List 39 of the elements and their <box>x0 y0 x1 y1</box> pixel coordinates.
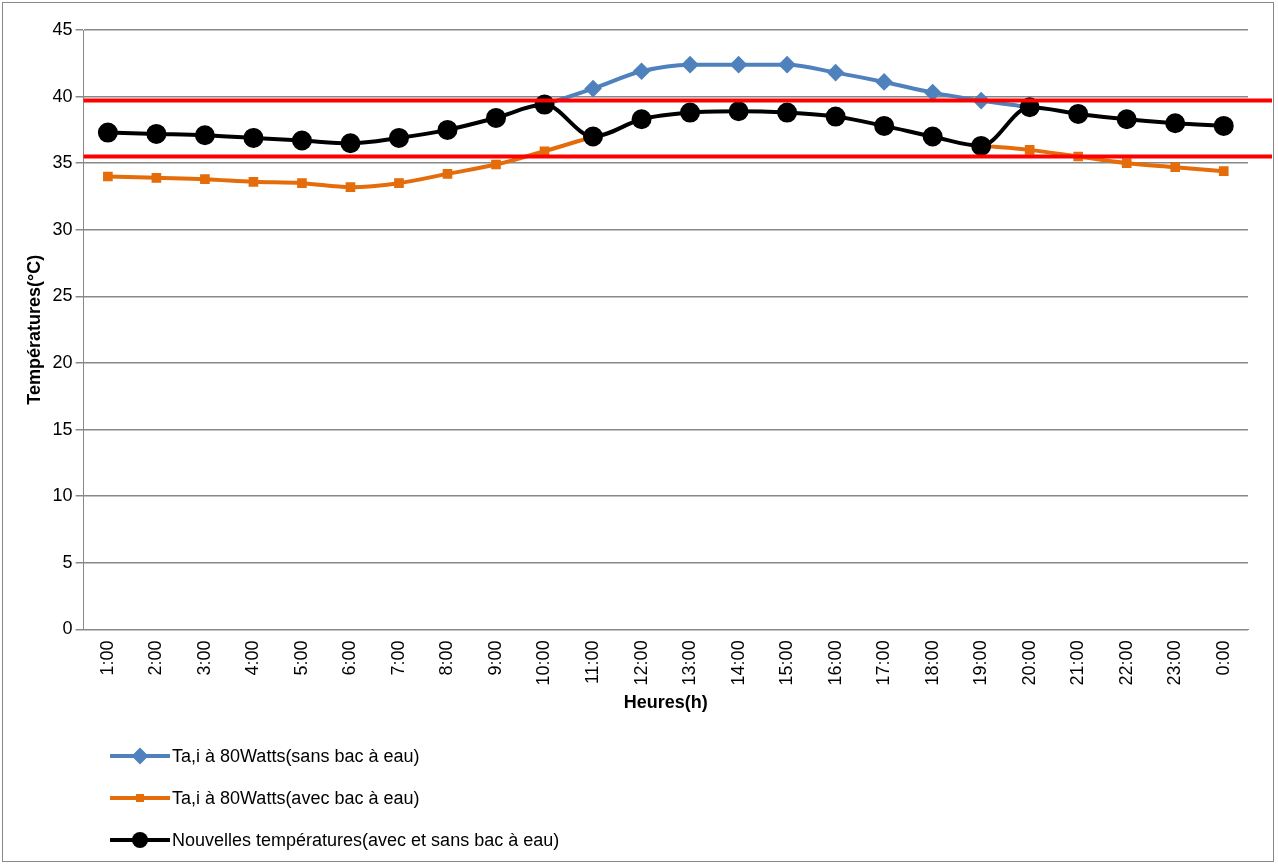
x-tick-label: 14:00 <box>727 640 748 686</box>
x-tick-label: 5:00 <box>290 640 311 676</box>
x-tick-label: 0:00 <box>1212 640 1233 676</box>
x-tick-label: 17:00 <box>873 640 894 686</box>
x-tick-label: 20:00 <box>1018 640 1039 686</box>
y-tick-label: 0 <box>62 618 73 639</box>
x-tick-label: 16:00 <box>824 640 845 686</box>
x-tick-label: 23:00 <box>1164 640 1185 686</box>
y-tick-label: 30 <box>52 218 73 239</box>
x-tick-label: 11:00 <box>582 640 603 685</box>
x-tick-label: 22:00 <box>1115 640 1136 686</box>
x-tick-label: 18:00 <box>921 640 942 686</box>
x-tick-label: 9:00 <box>484 640 505 676</box>
y-tick-label: 35 <box>52 152 73 173</box>
x-tick-label: 12:00 <box>630 640 651 686</box>
x-tick-label: 8:00 <box>436 640 457 676</box>
x-tick-label: 4:00 <box>242 640 263 676</box>
y-axis-title: Températures(°C) <box>23 254 44 405</box>
y-tick-label: 45 <box>52 18 73 39</box>
x-tick-label: 3:00 <box>193 640 214 676</box>
x-tick-label: 6:00 <box>339 640 360 676</box>
legend-label: Nouvelles températures(avec et sans bac à eau) <box>172 829 560 851</box>
y-tick-label: 10 <box>52 485 73 506</box>
y-tick-label: 15 <box>52 418 73 439</box>
x-axis-title: Heures(h) <box>623 692 708 713</box>
y-tick-label: 40 <box>52 85 73 106</box>
x-tick-label: 7:00 <box>387 640 408 676</box>
legend-label: Ta,i à 80Watts(sans bac à eau) <box>172 745 420 767</box>
x-tick-label: 2:00 <box>145 640 166 676</box>
y-tick-label: 5 <box>62 551 73 572</box>
x-tick-label: 10:00 <box>533 640 554 686</box>
y-tick-label: 25 <box>52 285 73 306</box>
x-tick-label: 1:00 <box>96 640 117 676</box>
x-tick-label: 15:00 <box>776 640 797 686</box>
y-tick-label: 20 <box>52 351 73 372</box>
x-tick-label: 13:00 <box>679 640 700 686</box>
x-tick-label: 19:00 <box>970 640 991 686</box>
x-tick-label: 21:00 <box>1067 640 1088 686</box>
legend-label: Ta,i à 80Watts(avec bac à eau) <box>172 787 420 809</box>
